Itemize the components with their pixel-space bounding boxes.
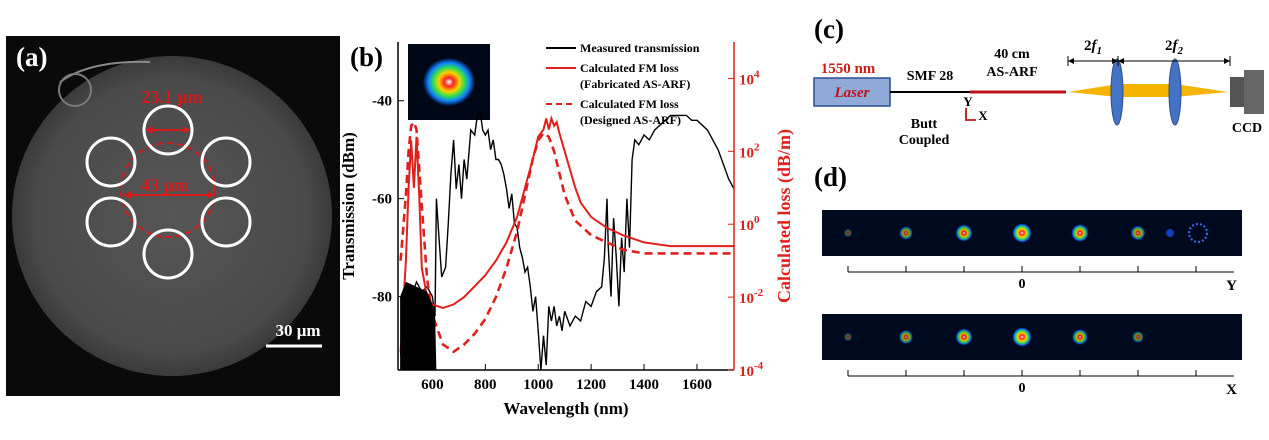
laser-label: Laser <box>834 85 870 101</box>
arrowhead <box>124 191 131 199</box>
series-line-0 <box>399 108 735 371</box>
y-right-axis-label: Calculated loss (dB/m) <box>774 129 795 303</box>
beam-spot <box>899 226 913 240</box>
y-right-tick-label: 10-4 <box>739 360 764 380</box>
x-tick-label: 600 <box>421 377 444 393</box>
f2-label: 2f2 <box>1165 38 1184 57</box>
tube-diameter-label: 23.1 μm <box>141 87 202 107</box>
beam-spot <box>1130 225 1146 241</box>
beam-spot <box>843 228 853 238</box>
x-tick-label: 1000 <box>523 377 553 393</box>
y-right-tick-label: 10-2 <box>739 287 764 307</box>
panel-a: 23.1 μm 43 μm 30 μm (a) <box>6 36 340 396</box>
beam-spot <box>1131 330 1145 344</box>
x-tick-label: 800 <box>474 377 497 393</box>
tube-ring <box>85 196 137 248</box>
scale-bar-label: 30 μm <box>275 321 320 340</box>
beam-spot <box>1070 223 1090 243</box>
laser-box <box>813 77 891 107</box>
fiber-cladding <box>12 56 332 376</box>
mode-spot <box>423 58 475 106</box>
core-diameter-label: 43 μm <box>141 175 189 195</box>
beam-spot <box>1012 223 1032 243</box>
beam-spot <box>898 329 914 345</box>
beam-spot <box>955 224 973 242</box>
beam-spot <box>1166 229 1174 237</box>
panel-a-label: (a) <box>16 42 47 72</box>
y-right-tick-label: 100 <box>739 214 760 234</box>
beam-spot <box>843 332 853 342</box>
beam-path <box>1068 84 1228 97</box>
legend-entry: Measured transmission <box>580 41 700 55</box>
tube-ring <box>142 104 194 156</box>
y-right-tick-label: 104 <box>739 68 760 88</box>
stage-axis-label: X <box>1226 382 1237 398</box>
tube-ring <box>200 136 252 188</box>
y-left-tick-label: -60 <box>372 192 392 208</box>
x-tick-label: 1600 <box>682 377 712 393</box>
fiber-length-label: 40 cm <box>994 47 1030 62</box>
tube-ring <box>142 228 194 280</box>
smf-label: SMF 28 <box>907 69 954 84</box>
stage-axis-label: Y <box>1226 278 1237 294</box>
lens-1 <box>1110 58 1124 126</box>
arrowhead <box>183 126 190 134</box>
ccd-front <box>1230 77 1244 107</box>
ccd-label: CCD <box>1232 121 1262 136</box>
f1-label: 2f1 <box>1084 38 1102 57</box>
legend-entry-sub: (Fabricated AS-ARF) <box>580 77 690 91</box>
stage-zero-label: 0 <box>1019 277 1026 292</box>
beam-spot-ring <box>1188 223 1208 243</box>
arrowhead <box>207 191 214 199</box>
beam-spot <box>1071 328 1089 346</box>
core-circle <box>120 142 216 238</box>
fiber-name-label: AS-ARF <box>986 65 1037 80</box>
panel-c: (c) 1550 nm Laser SMF 28 40 cm AS-ARF Bu… <box>813 14 1264 148</box>
tube-ring <box>200 196 252 248</box>
ccd-body <box>1244 70 1264 114</box>
x-axis-label: Wavelength (nm) <box>503 399 628 418</box>
axis-x-label: X <box>978 108 988 123</box>
tube-ring <box>85 136 137 188</box>
panel-d-label: (d) <box>814 162 847 192</box>
lens-2 <box>1168 58 1182 126</box>
x-tick-label: 1400 <box>629 377 659 393</box>
x-tick-label: 1200 <box>576 377 606 393</box>
y-left-tick-label: -40 <box>372 94 392 110</box>
legend-entry: Calculated FM loss <box>580 61 679 75</box>
y-left-tick-label: -80 <box>372 290 392 306</box>
beam-spot <box>955 328 973 346</box>
arrowhead <box>146 126 153 134</box>
legend-entry-sub: (Designed AS-ARF) <box>580 113 681 127</box>
legend-entry: Calculated FM loss <box>580 97 679 111</box>
panel-c-label: (c) <box>814 14 844 44</box>
coupled-label: Coupled <box>899 133 950 148</box>
axis-y-label: Y <box>963 94 973 109</box>
stage-zero-label: 0 <box>1019 381 1026 396</box>
panel-b-label: (b) <box>350 42 383 72</box>
laser-wavelength: 1550 nm <box>821 61 876 77</box>
beam-spot <box>1012 327 1032 347</box>
saturation-region <box>400 281 437 370</box>
y-right-tick-label: 102 <box>739 141 760 161</box>
y-left-axis-label: Transmission (dBm) <box>340 132 358 280</box>
series-line-2 <box>399 119 734 354</box>
axis-marker <box>965 108 976 121</box>
debris-mark <box>58 73 92 107</box>
scratch-mark <box>59 60 151 83</box>
panel-b-chart: (b) 600 800 1000 1200 1400 1600 -40 -60 -80 104 10… <box>340 41 795 418</box>
panel-d: (d) 0 Y 0 X <box>814 162 1242 398</box>
butt-label: Butt <box>911 117 938 132</box>
